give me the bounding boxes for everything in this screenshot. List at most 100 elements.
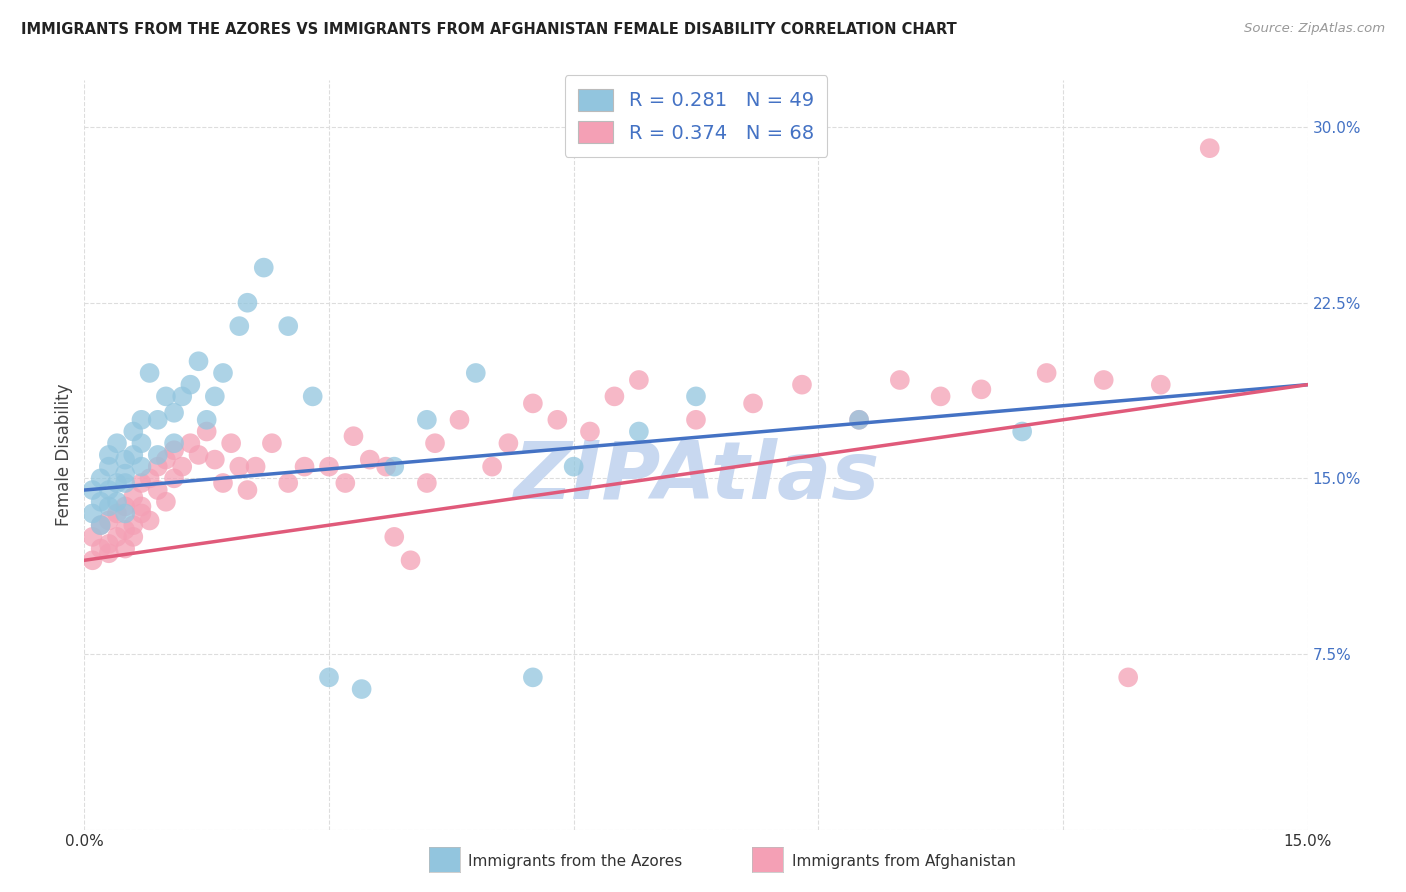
Point xyxy=(155,452,177,467)
Point xyxy=(423,436,446,450)
Point xyxy=(97,500,120,514)
Point xyxy=(195,425,218,439)
Point xyxy=(498,436,520,450)
Point xyxy=(114,467,136,481)
Point xyxy=(155,389,177,403)
Point xyxy=(187,354,209,368)
Point xyxy=(97,483,120,497)
Point xyxy=(97,513,120,527)
Point xyxy=(253,260,276,275)
Point xyxy=(172,459,194,474)
Point xyxy=(245,459,267,474)
Point xyxy=(131,476,153,491)
Point xyxy=(146,459,169,474)
Point xyxy=(464,366,486,380)
Point xyxy=(970,382,993,396)
Point xyxy=(146,483,169,497)
Point xyxy=(90,494,112,508)
Point xyxy=(627,425,650,439)
Point xyxy=(522,396,544,410)
Point xyxy=(105,530,128,544)
Point xyxy=(546,413,568,427)
Point xyxy=(131,459,153,474)
Point xyxy=(114,500,136,514)
Point xyxy=(155,494,177,508)
Point xyxy=(399,553,422,567)
Point xyxy=(90,541,112,556)
Point xyxy=(627,373,650,387)
Point xyxy=(685,389,707,403)
Point xyxy=(163,436,186,450)
Point xyxy=(848,413,870,427)
Point xyxy=(179,436,201,450)
Point xyxy=(122,448,145,462)
Point xyxy=(294,459,316,474)
Point xyxy=(131,507,153,521)
Point xyxy=(82,507,104,521)
Point xyxy=(131,500,153,514)
Point xyxy=(228,319,250,334)
Point xyxy=(579,425,602,439)
Point xyxy=(204,389,226,403)
Legend: R = 0.281   N = 49, R = 0.374   N = 68: R = 0.281 N = 49, R = 0.374 N = 68 xyxy=(565,75,827,157)
Point xyxy=(204,452,226,467)
Point xyxy=(603,389,626,403)
Point xyxy=(449,413,471,427)
Point xyxy=(889,373,911,387)
Point xyxy=(359,452,381,467)
Point xyxy=(114,507,136,521)
Point xyxy=(236,295,259,310)
Point xyxy=(163,406,186,420)
Point xyxy=(131,436,153,450)
Point xyxy=(277,476,299,491)
Point xyxy=(90,471,112,485)
Point xyxy=(105,507,128,521)
Point xyxy=(212,476,235,491)
Point xyxy=(97,537,120,551)
Text: IMMIGRANTS FROM THE AZORES VS IMMIGRANTS FROM AFGHANISTAN FEMALE DISABILITY CORR: IMMIGRANTS FROM THE AZORES VS IMMIGRANTS… xyxy=(21,22,957,37)
Point xyxy=(1011,425,1033,439)
Point xyxy=(228,459,250,474)
Point xyxy=(848,413,870,427)
Point xyxy=(172,389,194,403)
Point xyxy=(260,436,283,450)
Point xyxy=(163,443,186,458)
Point xyxy=(219,436,242,450)
Point xyxy=(97,546,120,560)
Point xyxy=(122,518,145,533)
Point xyxy=(179,377,201,392)
Point xyxy=(82,483,104,497)
Point xyxy=(122,425,145,439)
Point xyxy=(82,553,104,567)
Point xyxy=(138,471,160,485)
Point xyxy=(375,459,398,474)
Point xyxy=(335,476,357,491)
Point xyxy=(82,530,104,544)
Point xyxy=(187,448,209,462)
Point xyxy=(350,682,373,697)
Point xyxy=(105,476,128,491)
Point xyxy=(318,670,340,684)
Point xyxy=(416,413,439,427)
Point xyxy=(1035,366,1057,380)
Point xyxy=(105,494,128,508)
Point xyxy=(1198,141,1220,155)
Point xyxy=(318,459,340,474)
Point xyxy=(146,413,169,427)
Point xyxy=(114,541,136,556)
Point xyxy=(138,366,160,380)
Point xyxy=(929,389,952,403)
Point xyxy=(1092,373,1115,387)
Point xyxy=(1116,670,1139,684)
Point xyxy=(114,452,136,467)
Point xyxy=(277,319,299,334)
Point xyxy=(195,413,218,427)
Point xyxy=(212,366,235,380)
Point xyxy=(790,377,813,392)
Point xyxy=(1150,377,1173,392)
Point xyxy=(301,389,323,403)
Point xyxy=(685,413,707,427)
Point xyxy=(416,476,439,491)
Point xyxy=(163,471,186,485)
Point xyxy=(90,518,112,533)
